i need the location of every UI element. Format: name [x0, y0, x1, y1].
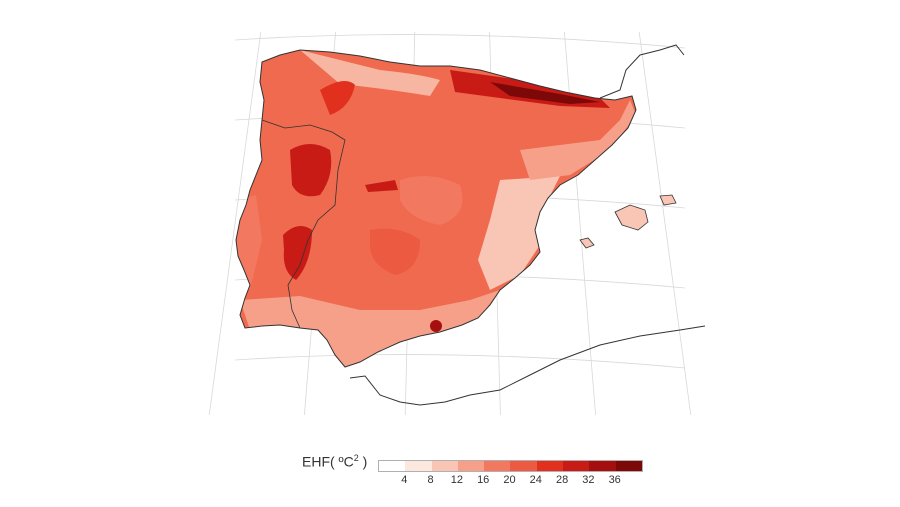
- graticule-meridian: [564, 31, 596, 416]
- graticule-parallel: [234, 34, 686, 49]
- balearic-menorca: [659, 194, 677, 206]
- legend-tick-label: 32: [582, 474, 595, 486]
- legend-swatch: [457, 461, 485, 471]
- legend-swatch: [563, 461, 590, 471]
- legend-tick-label: 36: [608, 474, 621, 486]
- legend-swatch: [484, 461, 511, 471]
- legend-title: EHF( ºC2 ): [302, 453, 367, 470]
- france-coast: [599, 44, 685, 99]
- balearic-mallorca: [614, 204, 649, 231]
- graticule-meridian: [208, 31, 262, 416]
- legend-tick-label: 12: [450, 474, 464, 486]
- legend-swatch: [405, 461, 432, 471]
- legend-swatch: [536, 461, 564, 471]
- color-legend-ticks: 4 8 12 16 20 24 28 32 36: [378, 474, 641, 490]
- balearic-ibiza: [579, 237, 595, 249]
- legend-swatch: [379, 461, 406, 471]
- legend-swatch: [615, 461, 642, 471]
- legend-tick-label: 4: [401, 474, 408, 486]
- color-legend-bar: [378, 460, 643, 472]
- graticule-parallel: [234, 354, 686, 369]
- north-africa-coast: [349, 325, 706, 406]
- legend-tick-label: 24: [529, 474, 542, 486]
- legend-swatch: [510, 461, 537, 471]
- legend-label-sup: 2: [353, 453, 359, 463]
- legend-swatch: [431, 461, 458, 471]
- legend-tick-label: 16: [477, 474, 490, 486]
- portugal-border: [261, 119, 346, 329]
- legend-tick-label: 8: [427, 474, 434, 486]
- graticule-meridian: [638, 31, 692, 416]
- ehf-field: [236, 50, 636, 367]
- legend-tick-label: 28: [555, 474, 569, 486]
- legend-label-close: ): [358, 453, 368, 470]
- legend-swatch: [589, 461, 616, 471]
- legend-tick-label: 20: [503, 474, 516, 486]
- legend-label: EHF( ºC: [302, 453, 354, 470]
